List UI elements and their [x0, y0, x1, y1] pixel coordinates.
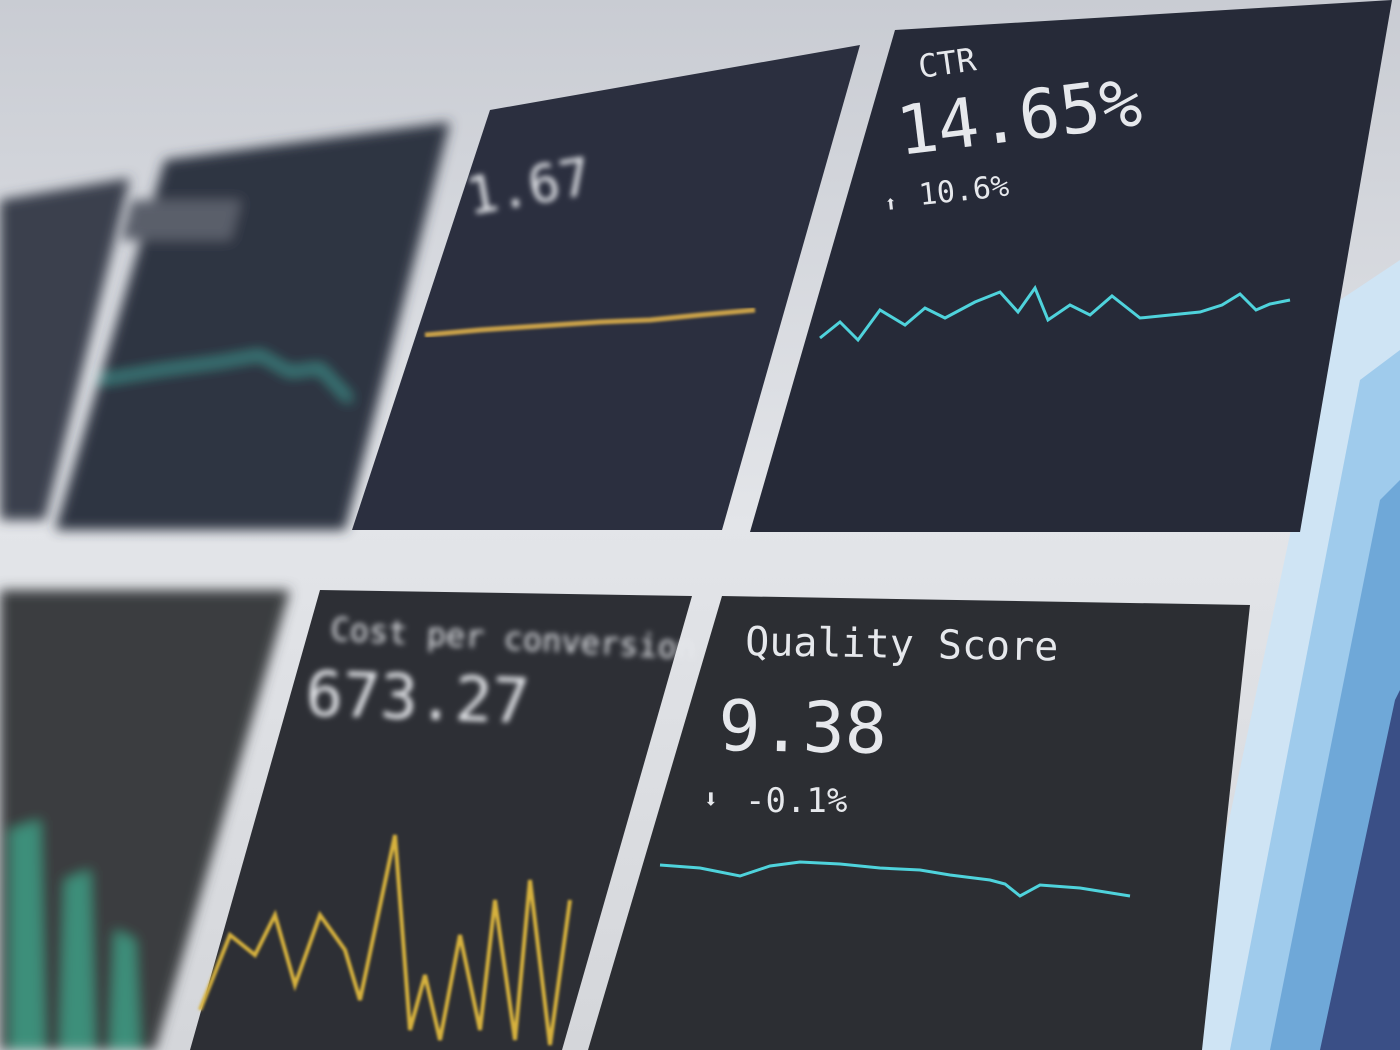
- tile-quality-value: 9.38: [718, 685, 888, 770]
- tile-cost-per-conversion: Cost per conversion 673.27: [190, 590, 697, 1050]
- tile-far-left-top: [0, 178, 130, 520]
- tile-cpc-sparkline: [424, 307, 756, 338]
- up-arrow-icon: ⬆: [883, 192, 899, 218]
- tile-ctr: CTR 14.65% ⬆ 10.6%: [750, 0, 1392, 532]
- tile-ctr-label: CTR: [916, 40, 979, 86]
- tile-left-bottom: [0, 590, 290, 1050]
- tile-ctr-sparkline: [819, 284, 1291, 343]
- tile-quality-score: Quality Score 9.38 ⬇ -0.1%: [588, 596, 1250, 1050]
- tile-quality-label: Quality Score: [745, 619, 1059, 670]
- tile-quality-change: -0.1%: [745, 781, 847, 821]
- tile-quality-sparkline: [659, 860, 1131, 898]
- down-arrow-icon: ⬇: [703, 785, 719, 815]
- tile-cost-sparkline: [198, 834, 572, 1046]
- tile-cost-value: 673.27: [304, 657, 530, 738]
- tile-left-top: [55, 122, 450, 530]
- tile-cpc: 1.67: [352, 45, 860, 530]
- screen-edge-stripes: [1180, 260, 1400, 1050]
